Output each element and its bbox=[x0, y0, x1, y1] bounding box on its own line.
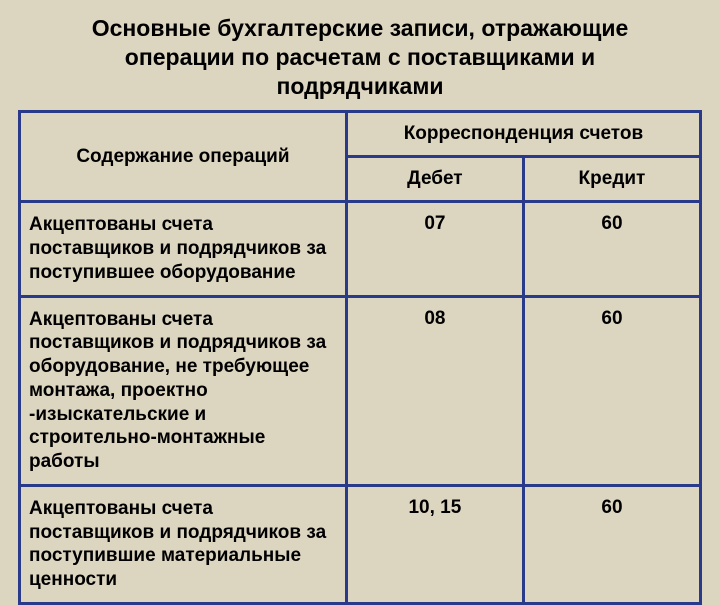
header-operations: Содержание операций bbox=[20, 112, 347, 202]
table-row: Акцептованы счета поставщиков и подрядчи… bbox=[20, 296, 701, 485]
header-correspondence: Корреспонденция счетов bbox=[346, 112, 700, 157]
table-row: Акцептованы счета поставщиков и подрядчи… bbox=[20, 202, 701, 296]
slide-title: Основные бухгалтерские записи, отражающи… bbox=[18, 10, 702, 110]
row-credit: 60 bbox=[523, 202, 700, 296]
row-credit: 60 bbox=[523, 485, 700, 603]
table-row: Акцептованы счета поставщиков и подрядчи… bbox=[20, 485, 701, 603]
row-debit: 08 bbox=[346, 296, 523, 485]
row-desc: Акцептованы счета поставщиков и подрядчи… bbox=[20, 296, 347, 485]
header-debit: Дебет bbox=[346, 157, 523, 202]
row-debit: 10, 15 bbox=[346, 485, 523, 603]
row-credit: 60 bbox=[523, 296, 700, 485]
header-row-1: Содержание операций Корреспонденция счет… bbox=[20, 112, 701, 157]
row-desc: Акцептованы счета поставщиков и подрядчи… bbox=[20, 485, 347, 603]
accounting-table: Содержание операций Корреспонденция счет… bbox=[18, 110, 702, 605]
header-credit: Кредит bbox=[523, 157, 700, 202]
row-debit: 07 bbox=[346, 202, 523, 296]
row-desc: Акцептованы счета поставщиков и подрядчи… bbox=[20, 202, 347, 296]
